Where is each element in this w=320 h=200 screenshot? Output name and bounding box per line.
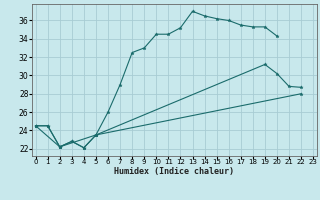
X-axis label: Humidex (Indice chaleur): Humidex (Indice chaleur): [115, 167, 234, 176]
